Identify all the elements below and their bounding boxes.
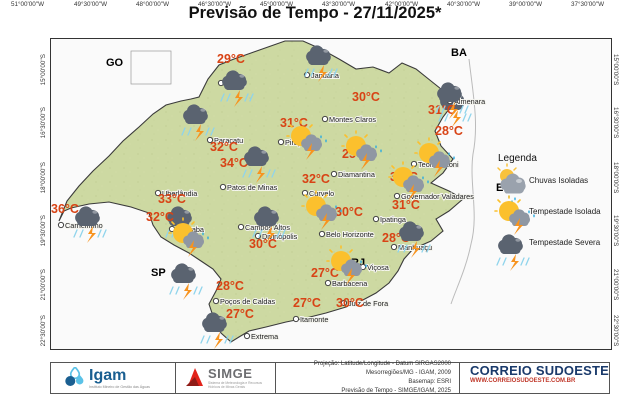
svg-text:Legenda: Legenda <box>498 153 537 164</box>
svg-text:28°C: 28°C <box>435 124 463 138</box>
svg-text:34°C: 34°C <box>220 156 248 170</box>
svg-text:Belo Horizonte: Belo Horizonte <box>326 230 374 239</box>
svg-text:32°C: 32°C <box>210 140 238 154</box>
svg-text:Viçosa: Viçosa <box>367 263 390 272</box>
svg-text:30°C: 30°C <box>336 296 364 310</box>
svg-text:Poços de Caldas: Poços de Caldas <box>220 297 276 306</box>
svg-text:30°C: 30°C <box>335 205 363 219</box>
svg-text:33°C: 33°C <box>158 192 186 206</box>
svg-text:36°C: 36°C <box>51 202 79 216</box>
svg-text:30°C: 30°C <box>352 90 380 104</box>
svg-text:32°C: 32°C <box>302 172 330 186</box>
svg-text:Chuvas Isoladas: Chuvas Isoladas <box>529 176 588 185</box>
svg-text:30°C: 30°C <box>249 237 277 251</box>
svg-text:Patos de Minas: Patos de Minas <box>227 183 278 192</box>
svg-text:Diamantina: Diamantina <box>338 170 376 179</box>
svg-text:BA: BA <box>451 47 467 59</box>
svg-text:28°C: 28°C <box>216 279 244 293</box>
svg-text:31°C: 31°C <box>392 198 420 212</box>
svg-text:Extrema: Extrema <box>251 332 279 341</box>
svg-text:27°C: 27°C <box>293 296 321 310</box>
svg-text:27°C: 27°C <box>226 307 254 321</box>
svg-text:SP: SP <box>151 267 166 279</box>
svg-text:29°C: 29°C <box>217 52 245 66</box>
svg-text:Itamonte: Itamonte <box>300 315 328 324</box>
svg-text:Tempestade Severa: Tempestade Severa <box>529 238 601 247</box>
svg-text:32°C: 32°C <box>146 210 174 224</box>
svg-text:Tempestade Isolada: Tempestade Isolada <box>529 207 601 216</box>
svg-text:GO: GO <box>106 57 124 69</box>
svg-text:Montes Claros: Montes Claros <box>329 115 376 124</box>
svg-text:Ipatinga: Ipatinga <box>380 215 407 224</box>
